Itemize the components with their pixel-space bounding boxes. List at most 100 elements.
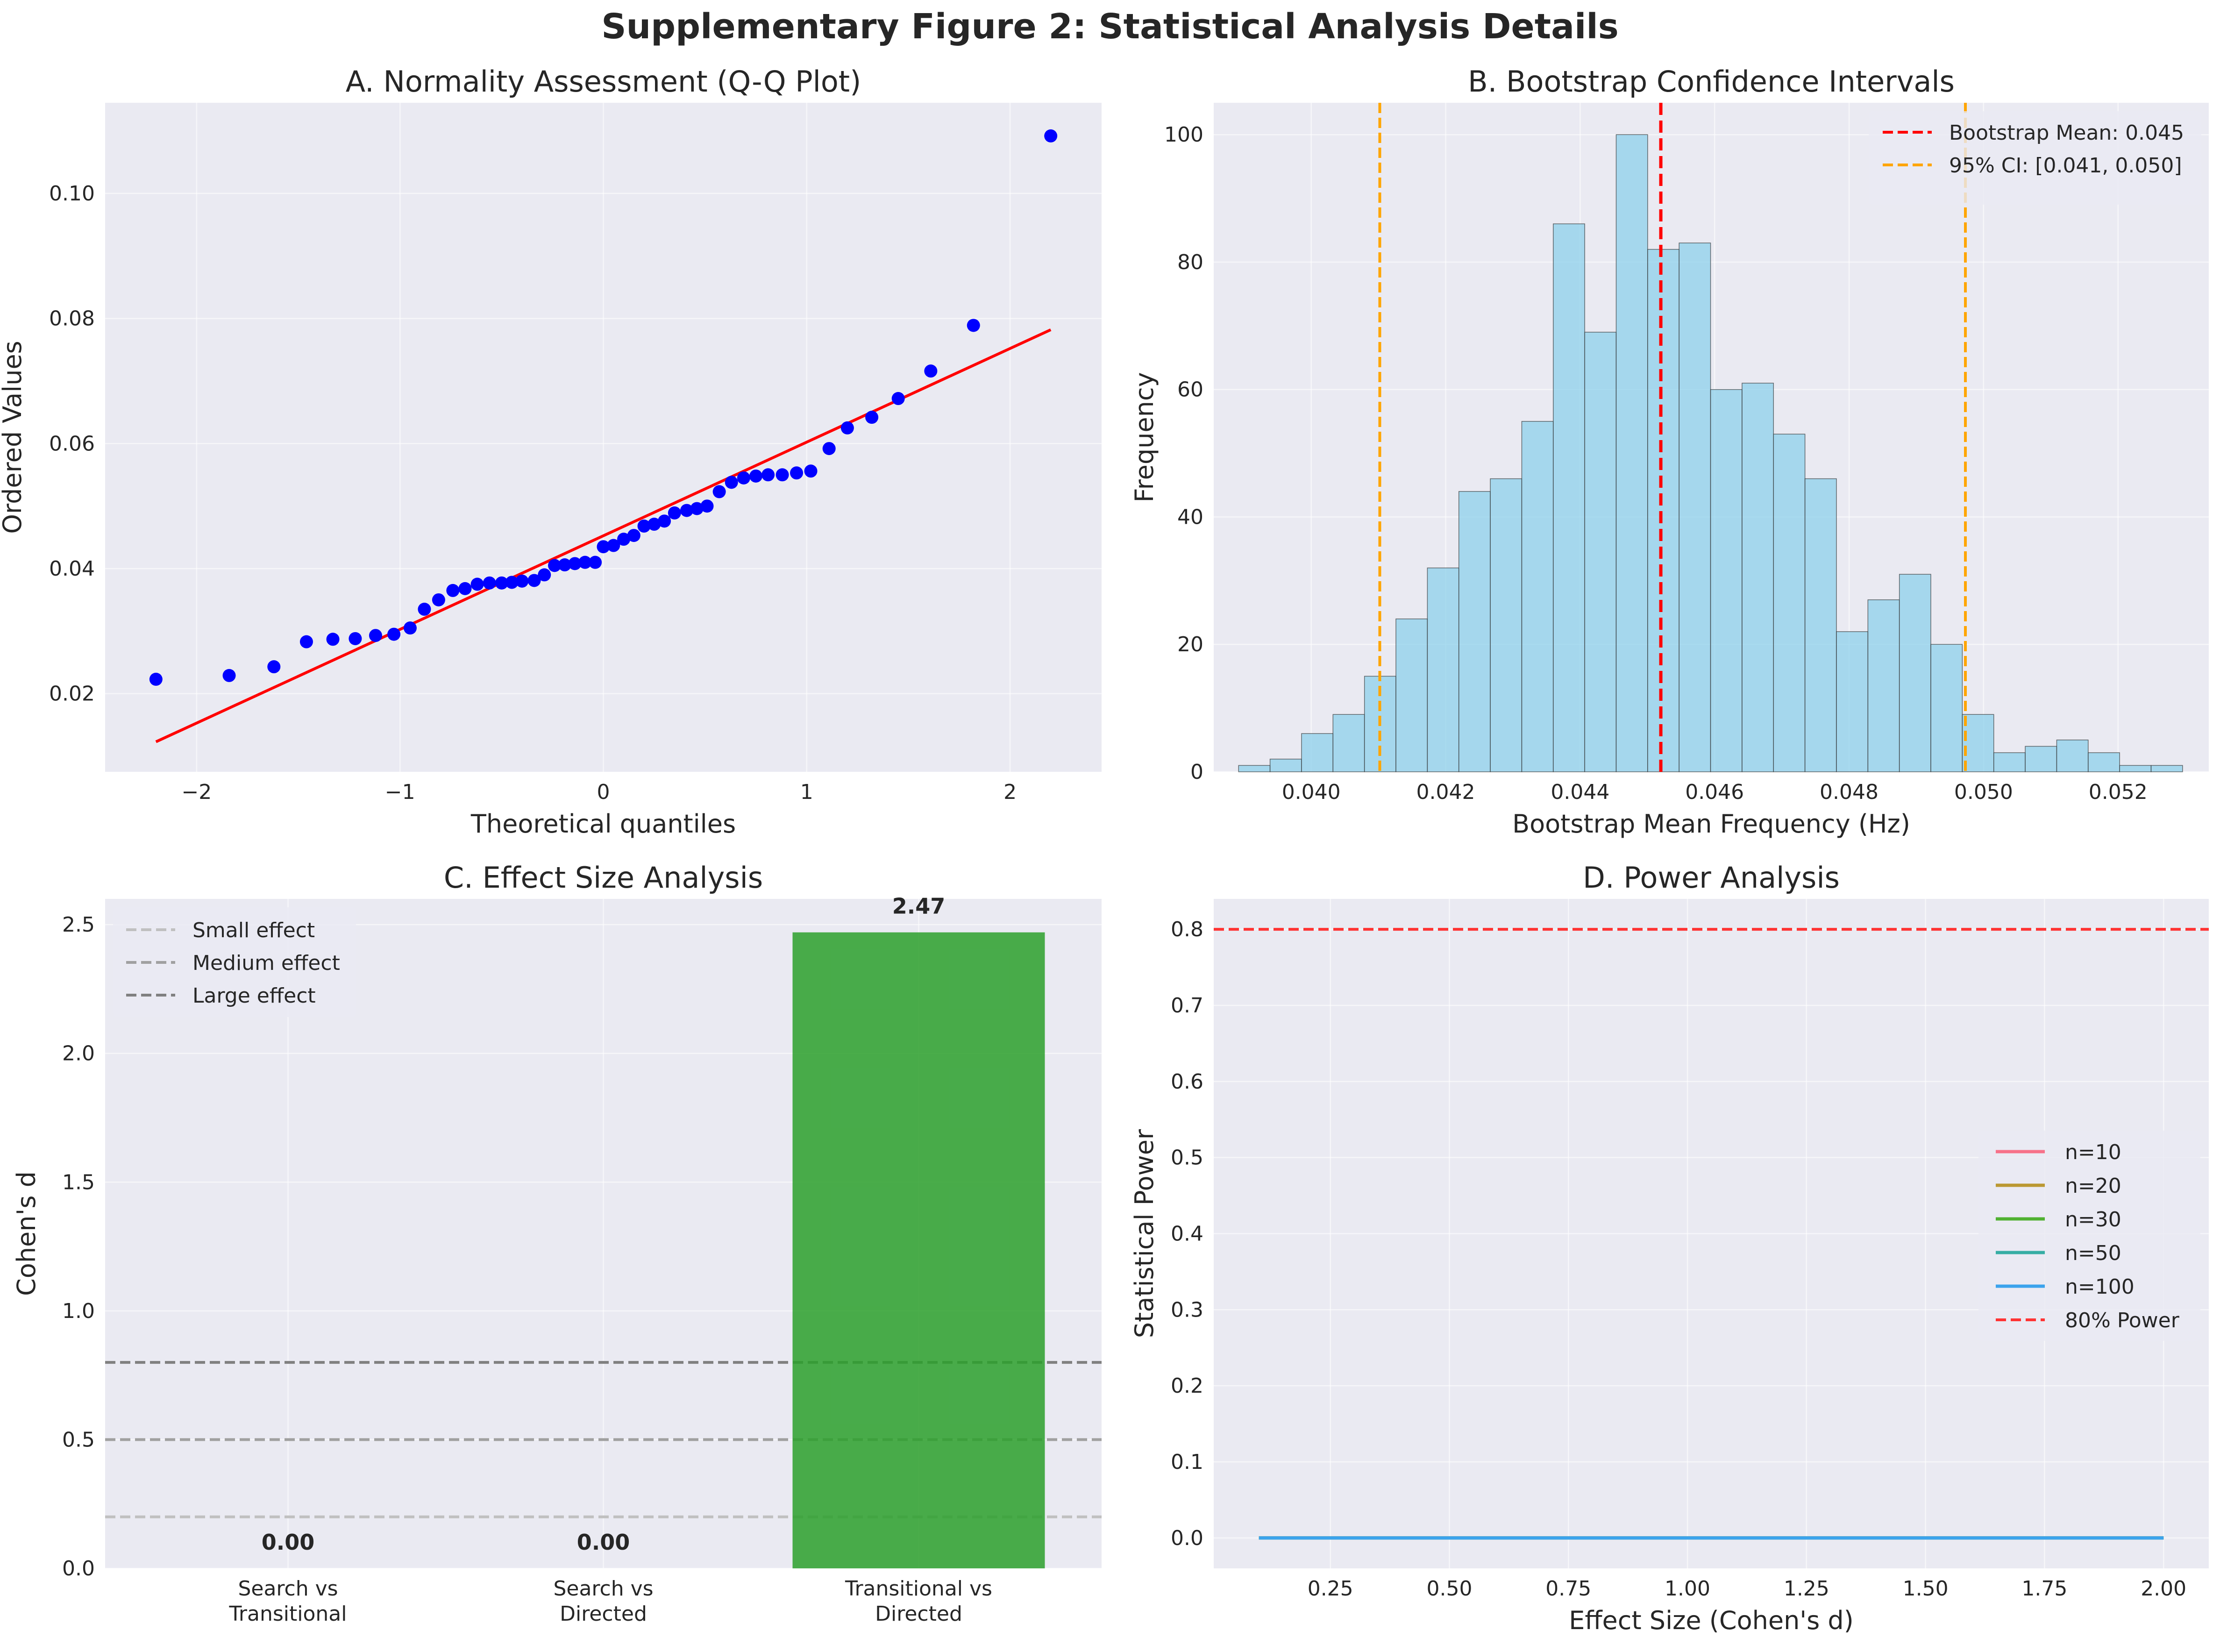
qq-point xyxy=(737,471,750,484)
histogram-bar xyxy=(1742,383,1774,772)
histogram-bar xyxy=(1930,644,1963,772)
bar-value-label: 0.00 xyxy=(262,1530,315,1555)
category-label: Directed xyxy=(875,1602,962,1626)
y-tick-label: 0.7 xyxy=(1171,994,1203,1018)
y-tick-label: 1.0 xyxy=(62,1299,95,1323)
qq-point xyxy=(446,584,460,597)
legend-label: 80% Power xyxy=(2065,1309,2180,1332)
histogram-bar xyxy=(2025,746,2057,772)
qq-point xyxy=(924,364,938,378)
panel-c-effect-size: 0.0 0.5 1.0 1.5 2.0 2.5 C. Effect Size Analysi… xyxy=(12,861,1102,1626)
legend-label: n=100 xyxy=(2065,1275,2135,1299)
qq-point xyxy=(840,421,854,434)
x-tick-label: 1.75 xyxy=(2021,1577,2067,1601)
x-tick-label: 0.046 xyxy=(1685,780,1744,804)
qq-point xyxy=(725,476,738,489)
bar-value-label: 2.47 xyxy=(892,894,946,919)
qq-point xyxy=(578,555,592,569)
qq-point xyxy=(558,558,571,572)
qq-point xyxy=(538,568,551,582)
legend-label: Medium effect xyxy=(192,951,340,975)
y-tick-label: 0.0 xyxy=(62,1557,95,1581)
qq-point xyxy=(527,574,541,587)
qq-point xyxy=(865,411,879,424)
qq-point xyxy=(891,392,905,406)
y-tick-label: 0.04 xyxy=(49,557,95,581)
y-tick-label: 0.02 xyxy=(49,682,95,706)
category-label: Search vs xyxy=(553,1577,653,1601)
y-tick-label: 0.4 xyxy=(1171,1222,1203,1246)
qq-point xyxy=(299,635,313,648)
y-tick-label: 0.6 xyxy=(1171,1070,1203,1094)
qq-point xyxy=(617,533,631,546)
y-tick-label: 0.10 xyxy=(49,182,95,206)
histogram-bar xyxy=(2088,752,2120,772)
qq-point xyxy=(267,660,281,674)
qq-point xyxy=(690,502,704,515)
histogram-bar xyxy=(1615,134,1648,772)
legend: Small effect Medium effect Large effect xyxy=(113,907,356,1017)
histogram-bar xyxy=(1993,752,2026,772)
histogram-bar xyxy=(1899,574,1931,772)
histogram-bar xyxy=(1962,714,1994,772)
x-tick-label: 0.050 xyxy=(1954,780,2013,804)
qq-point xyxy=(515,574,529,588)
category-label: Transitional vs xyxy=(845,1577,992,1601)
y-tick-label: 100 xyxy=(1164,123,1203,147)
qq-point xyxy=(761,468,775,482)
qq-point xyxy=(790,466,804,480)
legend-label: n=20 xyxy=(2065,1174,2121,1198)
panel-d-power-analysis: 0.25 0.50 0.75 1.00 1.25 1.50 1.75 2.00 0.0 0.1 0.… xyxy=(1130,861,2209,1635)
histogram-bar xyxy=(1836,631,1869,772)
histogram-bar xyxy=(2150,765,2183,772)
legend-label: n=10 xyxy=(2065,1140,2121,1164)
x-tick-label: 0.044 xyxy=(1551,780,1609,804)
histogram-bar xyxy=(1710,389,1743,772)
histogram-bar xyxy=(1238,765,1271,772)
histogram-bar xyxy=(1647,249,1679,772)
category-label: Transitional xyxy=(229,1602,347,1626)
histogram-bar xyxy=(1804,478,1837,772)
legend: n=10 n=20 n=30 n=50 n=100 80% Power xyxy=(1978,1131,2200,1341)
qq-point xyxy=(495,576,508,590)
x-tick-label: 0.042 xyxy=(1416,780,1475,804)
qq-point xyxy=(776,468,789,482)
qq-point xyxy=(658,514,671,528)
qq-point xyxy=(627,529,640,542)
legend-label: n=50 xyxy=(2065,1241,2121,1265)
qq-point xyxy=(548,559,562,572)
qq-point xyxy=(637,520,651,533)
legend-label: Large effect xyxy=(192,984,316,1008)
y-tick-label: 0.0 xyxy=(1171,1526,1203,1550)
histogram-bar xyxy=(2056,740,2089,772)
legend-label: n=30 xyxy=(2065,1208,2121,1232)
x-tick-label: −2 xyxy=(181,780,212,804)
qq-point xyxy=(589,555,602,569)
chart-title: A. Normality Assessment (Q-Q Plot) xyxy=(346,64,861,99)
y-axis-label: Frequency xyxy=(1130,372,1159,503)
qq-point xyxy=(458,582,472,595)
qq-point xyxy=(470,577,484,591)
x-tick-label: 0.052 xyxy=(2089,780,2148,804)
chart-title: B. Bootstrap Confidence Intervals xyxy=(1468,64,1955,99)
qq-point xyxy=(326,633,340,646)
legend-background xyxy=(113,907,356,1017)
y-tick-label: 0.08 xyxy=(49,307,95,331)
legend-label: Small effect xyxy=(192,919,315,942)
histogram-bar xyxy=(1773,434,1806,772)
qq-point xyxy=(568,557,582,570)
category-label: Directed xyxy=(560,1602,647,1626)
histogram-bar xyxy=(1521,421,1554,772)
histogram-bar xyxy=(1679,242,1711,772)
y-tick-label: 0.2 xyxy=(1171,1374,1203,1398)
qq-point xyxy=(418,603,431,616)
x-tick-label: 1 xyxy=(800,780,813,804)
qq-point xyxy=(607,539,620,552)
histogram-bar xyxy=(1332,714,1365,772)
histogram-bar xyxy=(1301,733,1334,772)
figure-title: Supplementary Figure 2: Statistical Anal… xyxy=(601,7,1619,47)
y-tick-label: 0.5 xyxy=(62,1428,95,1452)
qq-point xyxy=(349,632,362,645)
histogram-bar xyxy=(2119,765,2152,772)
